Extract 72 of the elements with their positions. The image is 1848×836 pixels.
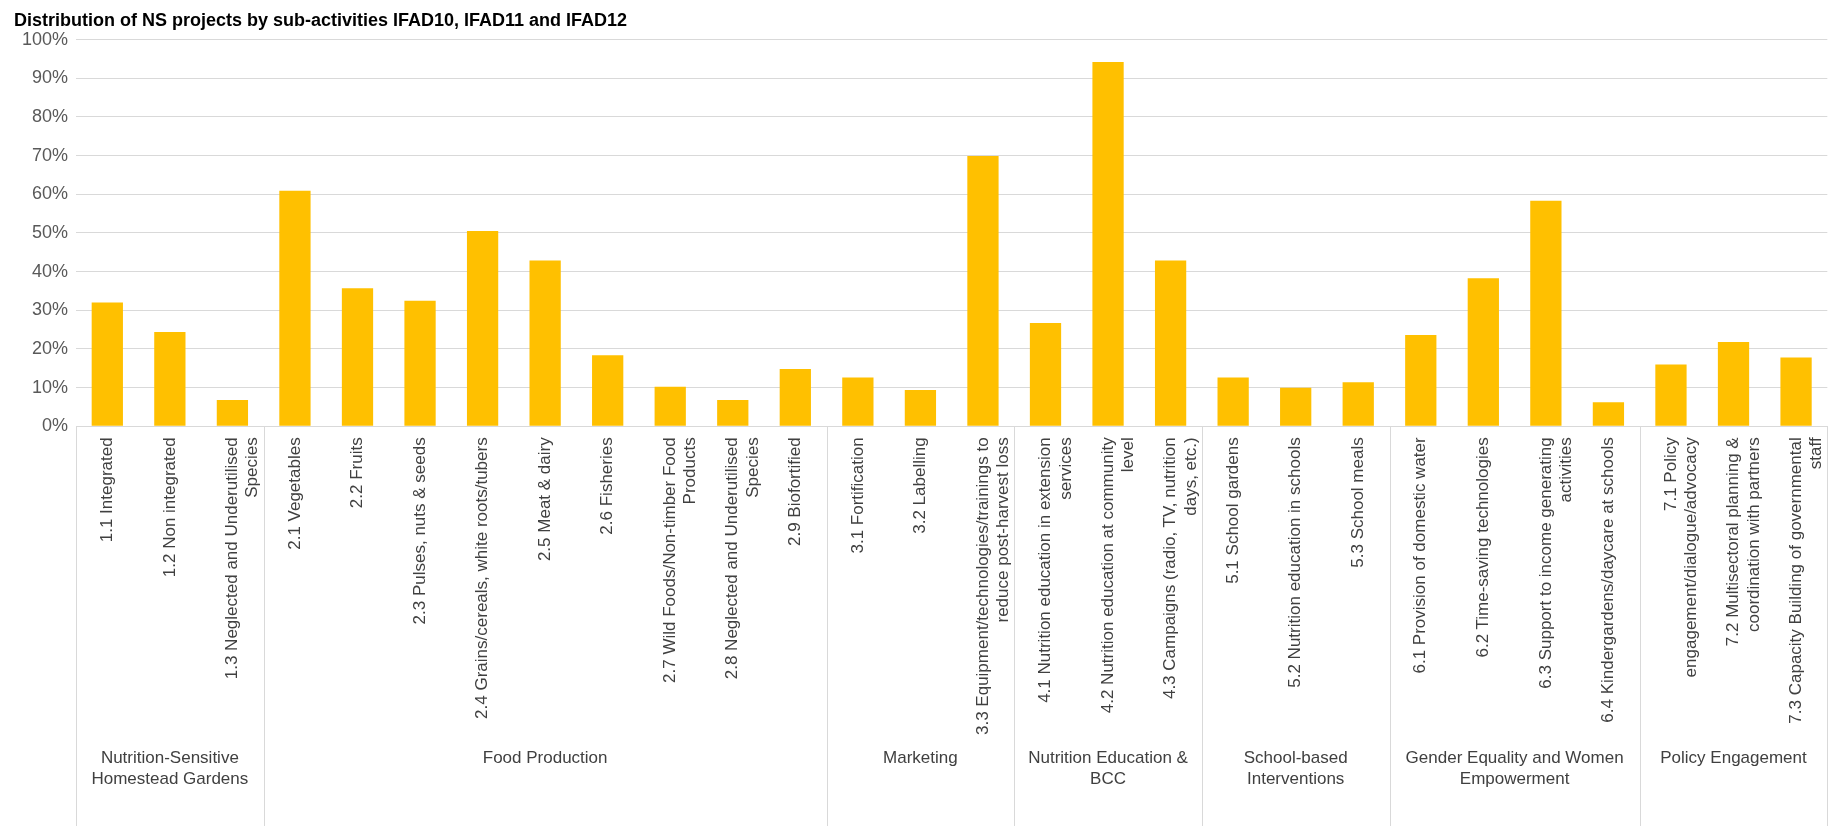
y-tick-label: 40%: [32, 260, 69, 281]
x-tick-label: 2.6 Fisheries: [597, 437, 617, 535]
x-tick-label: 2.7 Wild Foods/Non-timber Food Products: [659, 437, 700, 683]
x-tick-label: 3.3 Equipment/technologies/trainings to reduce post-harvest loss: [972, 437, 1013, 736]
text: Food Production: [482, 748, 608, 768]
bar: [529, 260, 561, 426]
x-tick-label: 6.4 Kindergardens/daycare at schools: [1598, 437, 1618, 723]
bar: [216, 400, 249, 426]
bar: [717, 400, 749, 426]
bar: [1280, 387, 1312, 426]
text: Marketing: [883, 748, 958, 768]
x-tick-label: 4.2 Nutrition education at community level: [1097, 436, 1138, 714]
y-tick-label: 70%: [32, 144, 69, 165]
bar: [779, 369, 811, 426]
x-tick-label: 2.5 Meat & dairy: [534, 436, 554, 562]
bar: [1530, 200, 1562, 426]
y-tick-label: 10%: [32, 376, 69, 397]
x-tick-label: 2.9 Biofortified: [785, 437, 805, 546]
text: Nutrition Education & BCC: [1028, 748, 1189, 789]
bar: [91, 302, 123, 426]
x-tick-label: 2.4 Grains/cereals, white roots/tubers: [472, 437, 492, 719]
x-tick-label: 5.2 Nutrition education in schools: [1285, 437, 1305, 688]
y-tick-label: 0%: [42, 415, 69, 436]
bar: [1092, 62, 1124, 426]
y-tick-label: 100%: [21, 28, 69, 49]
x-tick-label: 2.3 Pulses, nuts & seeds: [409, 437, 429, 625]
x-tick-label: 5.1 School gardens: [1222, 437, 1242, 584]
bar: [279, 190, 311, 426]
bar: [404, 300, 436, 426]
x-tick-label: 1.1 Integrated: [97, 437, 116, 543]
x-tick-label: 2.2 Fruits: [347, 437, 367, 509]
text: Policy Engagement: [1660, 748, 1808, 768]
bar: [154, 331, 186, 426]
bar: [1342, 382, 1374, 426]
text: Gender Equality and Women Empowerment: [1405, 748, 1624, 789]
x-tick-label: 7.3 Capacity Building of governmental staff: [1785, 437, 1826, 724]
bar: [1154, 260, 1187, 426]
x-tick-label: 6.1 Provision of domestic water: [1410, 436, 1430, 674]
bar: [1217, 377, 1249, 426]
bar: [1405, 335, 1437, 426]
x-tick-label: 3.1 Fortification: [847, 437, 867, 554]
x-tick-label: 1.3 Neglected and Underutilised Species: [222, 437, 262, 680]
bar: [1717, 342, 1750, 426]
y-tick-label: 60%: [32, 183, 69, 204]
text: School-based Interventions: [1243, 748, 1348, 789]
y-tick-label: 80%: [32, 105, 69, 126]
x-tick-label: 2.1 Vegetables: [284, 437, 304, 550]
x-tick-label: 5.3 School meals: [1347, 437, 1367, 568]
x-tick-label: 6.2 Time-saving technologies: [1473, 437, 1493, 658]
bar: [904, 389, 937, 426]
y-tick-label: 20%: [32, 337, 69, 358]
x-tick-label: 2.8 Neglected and Underutilised Species: [722, 437, 762, 680]
x-tick-label: 3.2 Labelling: [910, 437, 930, 534]
bar: [1029, 323, 1062, 426]
bar: [466, 231, 499, 426]
bar: [1592, 402, 1625, 426]
bar: [1467, 278, 1499, 426]
bar: [1780, 357, 1812, 426]
y-tick-label: 30%: [32, 299, 69, 320]
bar: [842, 377, 874, 426]
bar: [654, 386, 686, 426]
bar: [341, 288, 374, 426]
chart-title: Distribution of NS projects by sub-activities IFAD10, IFAD11 and IFAD12: [14, 9, 628, 30]
bar: [1655, 364, 1687, 426]
bar: [967, 156, 999, 426]
text: Nutrition-Sensitive Homestead Gardens: [91, 748, 249, 789]
x-tick-label: 1.2 Non integrated: [159, 437, 179, 578]
x-tick-label: 6.3 Support to income generating activities: [1535, 437, 1575, 689]
x-tick-label: 4.3 Campaigns (radio, TV, nutrition days, etc.): [1160, 437, 1200, 700]
bar: [592, 355, 624, 426]
y-tick-label: 90%: [32, 67, 69, 88]
y-tick-label: 50%: [32, 221, 69, 242]
